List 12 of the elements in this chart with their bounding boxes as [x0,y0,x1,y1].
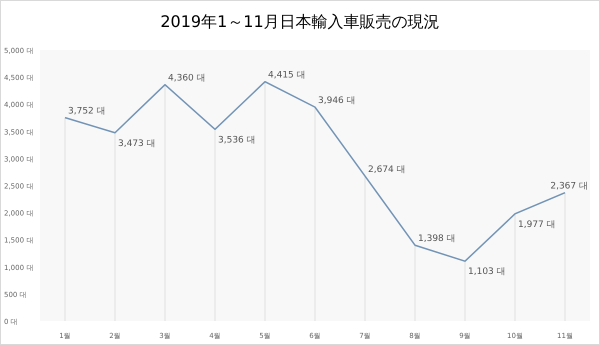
data-label: 3,473 대 [118,138,156,149]
data-label: 3,752 대 [68,106,106,117]
chart-title: 2019年1～11月日本輸入車販売の現況 [160,12,440,31]
data-label: 4,415 대 [268,70,306,81]
data-label: 1,103 대 [468,267,506,278]
data-label: 3,946 대 [318,96,356,106]
data-label: 1,977 대 [518,220,556,230]
data-label: 4,360 대 [168,74,206,84]
data-label: 1,398 대 [418,234,456,244]
data-label: 2,367 대 [550,182,588,192]
data-label: 3,536 대 [218,135,256,146]
data-label: 2,674 대 [368,165,406,176]
